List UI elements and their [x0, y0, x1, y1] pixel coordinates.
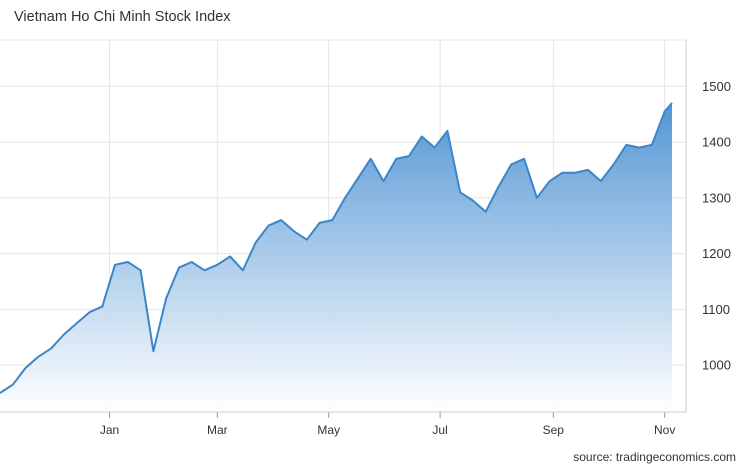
- data-point: [306, 239, 308, 241]
- data-point: [485, 211, 487, 213]
- y-tick-label: 1000: [702, 358, 731, 373]
- x-tick-label: Jul: [432, 423, 447, 437]
- data-point: [12, 384, 14, 386]
- data-point: [625, 144, 627, 146]
- data-point: [613, 163, 615, 165]
- data-point: [536, 197, 538, 199]
- data-point: [293, 230, 295, 232]
- data-point: [76, 322, 78, 324]
- data-point: [267, 225, 269, 227]
- data-point: [472, 200, 474, 202]
- chart-source: source: tradingeconomics.com: [573, 450, 736, 464]
- data-point: [344, 197, 346, 199]
- y-tick-label: 1100: [702, 302, 730, 317]
- data-point: [561, 172, 563, 174]
- data-point: [446, 130, 448, 132]
- data-point: [357, 177, 359, 179]
- x-tick-label: Mar: [207, 423, 228, 437]
- data-point: [510, 163, 512, 165]
- y-tick-label: 1400: [702, 135, 731, 150]
- data-point: [319, 222, 321, 224]
- data-point: [408, 155, 410, 157]
- data-point: [383, 180, 385, 182]
- data-point: [89, 311, 91, 313]
- data-point: [498, 186, 500, 188]
- x-tick-label: Sep: [543, 423, 565, 437]
- chart-title: Vietnam Ho Chi Minh Stock Index: [14, 9, 231, 25]
- series-line: [0, 102, 673, 394]
- x-tick-label: May: [317, 423, 340, 437]
- data-point: [50, 347, 52, 349]
- data-point: [114, 264, 116, 266]
- axes: 1000 1100 1200 1300 1400 1500 Jan Mar May Jul Sep N…: [0, 40, 731, 437]
- y-tick-label: 1500: [702, 79, 731, 94]
- data-point: [140, 269, 142, 271]
- data-point: [549, 180, 551, 182]
- y-tick-label: 1200: [702, 246, 731, 261]
- data-point: [331, 219, 333, 221]
- data-point: [127, 261, 129, 263]
- plot-area: [0, 102, 673, 412]
- data-point: [280, 219, 282, 221]
- data-point: [651, 144, 653, 146]
- data-point: [523, 158, 525, 160]
- series-area: [0, 103, 672, 412]
- data-point: [37, 356, 39, 358]
- data-point: [395, 158, 397, 160]
- data-point: [434, 147, 436, 149]
- data-point: [178, 267, 180, 269]
- data-point: [574, 172, 576, 174]
- data-point: [165, 297, 167, 299]
- data-point: [25, 367, 27, 369]
- data-point: [191, 261, 193, 263]
- data-point: [204, 269, 206, 271]
- y-tick-label: 1300: [702, 190, 731, 205]
- data-point: [229, 255, 231, 257]
- x-tick-label: Nov: [654, 423, 675, 437]
- data-point: [587, 169, 589, 171]
- data-point: [152, 350, 154, 352]
- data-point: [638, 147, 640, 149]
- data-point: [255, 242, 257, 244]
- data-point: [216, 264, 218, 266]
- data-point: [370, 158, 372, 160]
- data-point: [459, 191, 461, 193]
- data-point: [101, 306, 103, 308]
- data-point: [421, 136, 423, 138]
- data-point: [242, 269, 244, 271]
- data-point: [63, 334, 65, 336]
- data-point: [664, 110, 666, 112]
- x-tick-label: Jan: [100, 423, 119, 437]
- data-point: [600, 180, 602, 182]
- data-point: [671, 102, 673, 104]
